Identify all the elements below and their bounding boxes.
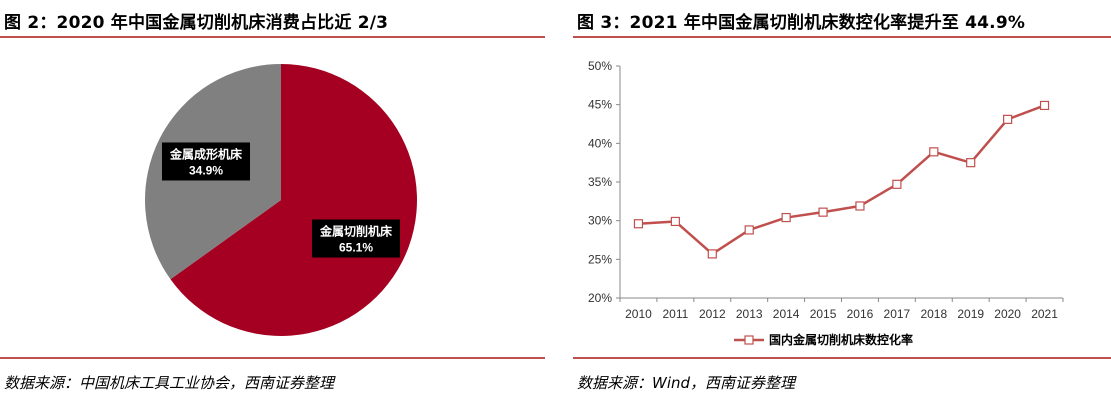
data-point-2016 <box>855 201 865 211</box>
x-tick-label: 2019 <box>957 307 984 321</box>
pie-slice-metal-cutting <box>170 64 418 336</box>
y-tick-label: 40% <box>588 136 612 150</box>
line-panel: 图 3：2021 年中国金属切削机床数控化率提升至 44.9% 20% 25% 30… <box>573 0 1111 412</box>
data-point-2012 <box>707 249 717 259</box>
pie-source-note: 数据来源：中国机床工具工业协会，西南证券整理 <box>4 374 335 392</box>
top-rule <box>0 36 545 38</box>
y-tick-label: 30% <box>588 214 612 228</box>
bottom-rule <box>0 357 545 359</box>
pie-label-value: 34.9% <box>189 163 223 177</box>
y-tick-label: 20% <box>588 291 612 305</box>
x-tick-label: 2013 <box>736 307 763 321</box>
line-source-note: 数据来源：Wind，西南证券整理 <box>577 374 796 392</box>
data-point-2020 <box>1003 114 1013 124</box>
data-point-2021 <box>1039 100 1050 111</box>
x-tick-label: 2021 <box>1031 307 1058 321</box>
data-point-2017 <box>892 179 902 189</box>
pie-figure-title: 图 2：2020 年中国金属切削机床消费占比近 2/3 <box>4 13 389 33</box>
x-tick-label: 2017 <box>884 307 911 321</box>
line-chart: 20% 25% 30% 35% 40% 45% 50% 2010 2011 2012 2013 201… <box>588 59 1064 347</box>
x-tick-label: 2012 <box>699 307 726 321</box>
legend-label: 国内金属切削机床数控化率 <box>769 332 913 347</box>
data-point-2014 <box>781 212 791 223</box>
bottom-rule <box>573 357 1111 359</box>
y-tick-label: 25% <box>588 252 612 266</box>
pie-label-box <box>312 219 401 258</box>
pie-label-name: 金属成形机床 <box>169 146 243 161</box>
pie-label-metal-cutting: 金属切削机床 65.1% <box>312 219 401 258</box>
x-tick-label: 2011 <box>662 307 688 321</box>
pie-label-value: 65.1% <box>339 241 373 255</box>
pie-panel: 图 2：2020 年中国金属切削机床消费占比近 2/3 金属切削机床 65.1% 金… <box>0 0 545 412</box>
legend-marker <box>744 335 754 345</box>
data-point-2015 <box>818 207 828 217</box>
data-point-2013 <box>744 225 754 235</box>
x-tick-label: 2010 <box>625 307 652 321</box>
pie-label-metal-forming: 金属成形机床 34.9% <box>161 142 250 181</box>
data-point-2019 <box>966 158 976 168</box>
line-figure-title: 图 3：2021 年中国金属切削机床数控化率提升至 44.9% <box>577 13 1026 33</box>
top-rule <box>573 36 1111 38</box>
pie-label-name: 金属切削机床 <box>319 224 393 239</box>
y-tick-label: 35% <box>588 175 612 189</box>
legend: 国内金属切削机床数控化率 <box>734 332 913 347</box>
pie-chart: 金属切削机床 65.1% 金属成形机床 34.9% <box>145 64 418 336</box>
x-tick-label: 2014 <box>773 307 800 321</box>
x-tick-label: 2018 <box>920 307 947 321</box>
pie-label-box <box>161 142 250 181</box>
y-tick-label: 45% <box>588 98 612 112</box>
x-tick-label: 2015 <box>810 307 837 321</box>
y-tick-label: 50% <box>588 59 612 73</box>
x-tick-label: 2020 <box>994 307 1021 321</box>
data-point-2010 <box>633 219 644 229</box>
data-point-2011 <box>670 216 680 227</box>
data-point-2018 <box>929 147 939 157</box>
series-line <box>638 104 1045 256</box>
x-tick-label: 2016 <box>847 307 874 321</box>
